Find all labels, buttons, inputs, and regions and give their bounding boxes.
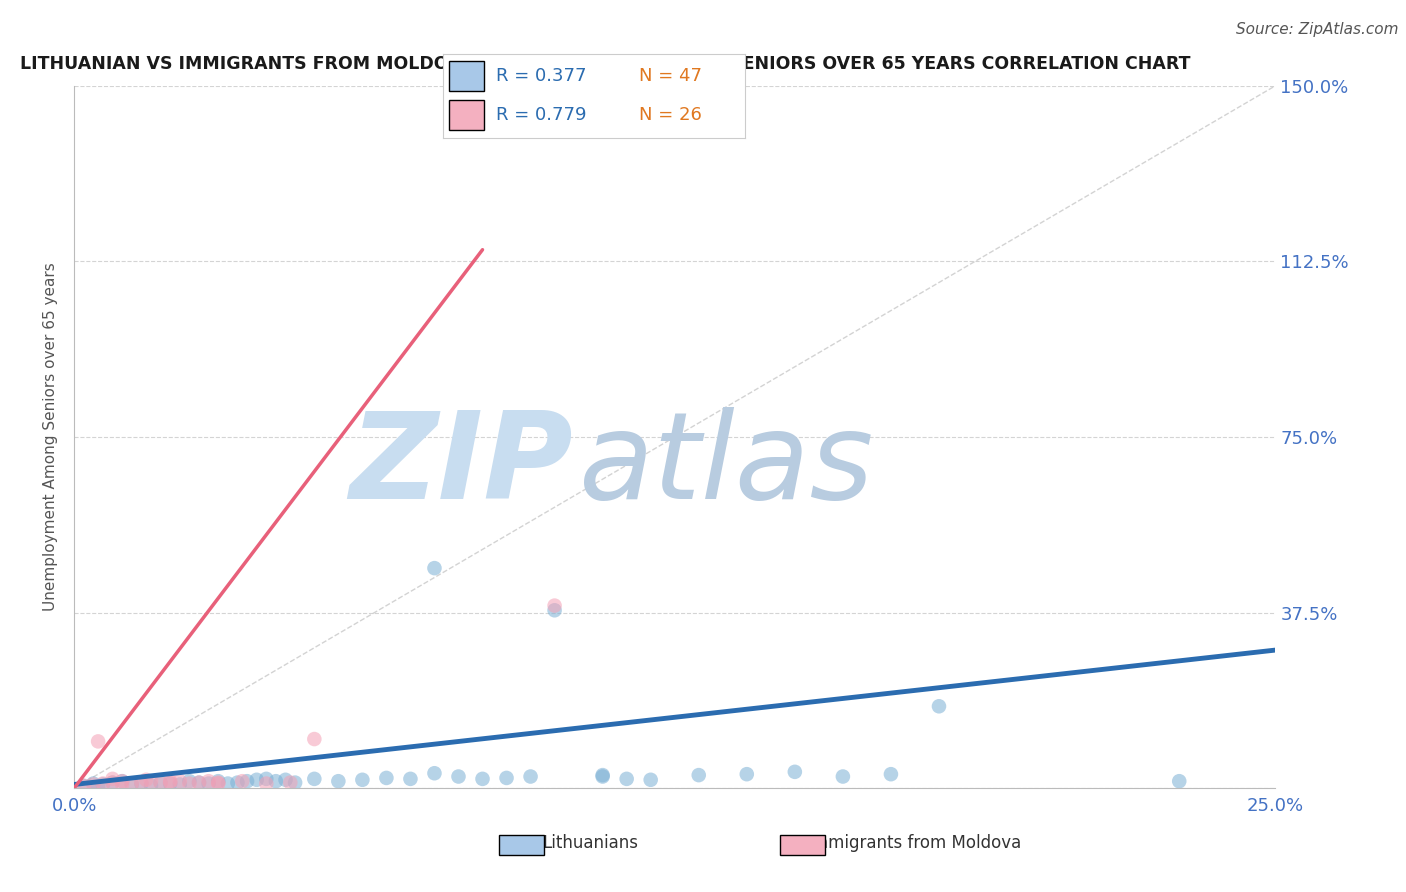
Point — [188, 775, 211, 789]
Point — [495, 771, 517, 785]
Point — [135, 772, 157, 787]
Point — [82, 777, 104, 791]
Point — [82, 776, 104, 790]
Point — [471, 772, 494, 786]
Point — [688, 768, 710, 782]
Point — [236, 774, 259, 789]
Point — [592, 770, 614, 784]
Point — [159, 775, 181, 789]
Point — [121, 776, 143, 790]
Text: Source: ZipAtlas.com: Source: ZipAtlas.com — [1236, 22, 1399, 37]
Text: R = 0.779: R = 0.779 — [496, 106, 586, 124]
Point — [519, 770, 541, 784]
Point — [169, 774, 191, 789]
Point — [231, 774, 253, 789]
Point — [352, 772, 374, 787]
Point — [254, 776, 277, 790]
Point — [880, 767, 903, 781]
Point — [284, 775, 307, 789]
Point — [111, 774, 134, 789]
Y-axis label: Unemployment Among Seniors over 65 years: Unemployment Among Seniors over 65 years — [44, 262, 58, 611]
Point — [304, 772, 326, 786]
Point — [139, 779, 162, 793]
Point — [304, 732, 326, 747]
Point — [207, 775, 229, 789]
Point — [159, 776, 181, 790]
Point — [264, 774, 287, 789]
Point — [149, 776, 172, 790]
Point — [207, 776, 229, 790]
Point — [423, 561, 446, 575]
Point — [87, 780, 110, 794]
Point — [217, 776, 239, 790]
Point — [149, 775, 172, 789]
Point — [447, 770, 470, 784]
Point — [188, 775, 211, 789]
Point — [73, 779, 96, 793]
Point — [207, 774, 229, 789]
Point — [101, 775, 124, 789]
Point — [131, 775, 153, 789]
Point — [1168, 774, 1191, 789]
Point — [159, 774, 181, 789]
Point — [543, 603, 565, 617]
Point — [101, 775, 124, 789]
Text: LITHUANIAN VS IMMIGRANTS FROM MOLDOVA UNEMPLOYMENT AMONG SENIORS OVER 65 YEARS C: LITHUANIAN VS IMMIGRANTS FROM MOLDOVA UN… — [20, 55, 1191, 73]
Point — [246, 772, 269, 787]
Point — [831, 770, 853, 784]
Point — [735, 767, 758, 781]
Point — [783, 764, 806, 779]
Text: Immigrants from Moldova: Immigrants from Moldova — [807, 834, 1021, 852]
Point — [91, 776, 114, 790]
Point — [121, 777, 143, 791]
Point — [111, 777, 134, 791]
FancyBboxPatch shape — [449, 62, 484, 91]
Text: atlas: atlas — [579, 407, 875, 524]
Point — [73, 779, 96, 793]
Point — [616, 772, 638, 786]
Point — [254, 772, 277, 786]
Text: R = 0.377: R = 0.377 — [496, 67, 586, 85]
Point — [91, 777, 114, 791]
Point — [640, 772, 662, 787]
FancyBboxPatch shape — [449, 100, 484, 130]
Point — [139, 774, 162, 789]
Point — [179, 774, 201, 789]
Point — [399, 772, 422, 786]
Point — [278, 775, 301, 789]
Point — [543, 599, 565, 613]
Point — [328, 774, 350, 789]
Point — [592, 768, 614, 782]
Point — [169, 777, 191, 791]
Point — [87, 734, 110, 748]
Point — [274, 772, 297, 787]
Point — [197, 776, 219, 790]
Text: N = 47: N = 47 — [640, 67, 703, 85]
Text: ZIP: ZIP — [349, 407, 572, 524]
Point — [423, 766, 446, 780]
Point — [197, 774, 219, 789]
Point — [226, 775, 249, 789]
Point — [375, 771, 398, 785]
Point — [179, 776, 201, 790]
Point — [928, 699, 950, 714]
Text: N = 26: N = 26 — [640, 106, 702, 124]
Text: Lithuanians: Lithuanians — [543, 834, 638, 852]
Point — [111, 774, 134, 789]
Point — [131, 776, 153, 790]
Point — [101, 772, 124, 786]
